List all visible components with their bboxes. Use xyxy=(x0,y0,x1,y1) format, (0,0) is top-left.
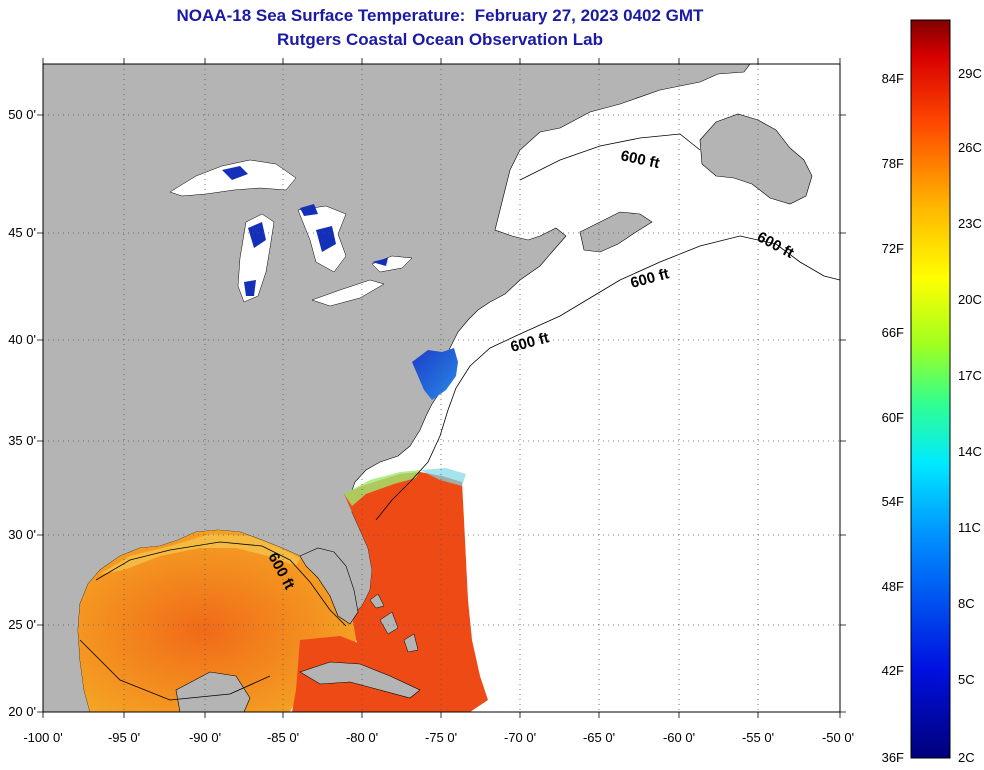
lon-tick-label: -80 0' xyxy=(346,730,378,745)
bahamas-land xyxy=(369,593,419,653)
lake-sst-patch xyxy=(300,204,318,216)
florida-land xyxy=(299,547,359,625)
lat-tick-label: 40 0' xyxy=(8,332,36,347)
gulf-of-mexico-water xyxy=(78,530,356,712)
colorbar-c-label: 5C xyxy=(958,672,975,687)
colorbar-c-label: 11C xyxy=(958,520,981,535)
lon-tick-label: -100 0' xyxy=(23,730,62,745)
map-subtitle: Rutgers Coastal Ocean Observation Lab xyxy=(277,30,603,49)
nova-scotia-land xyxy=(579,211,653,253)
lat-tick-label: 35 0' xyxy=(8,433,36,448)
colorbar-c-label: 17C xyxy=(958,368,982,383)
colorbar-f-label: 66F xyxy=(882,325,904,340)
colorbar-c-label: 8C xyxy=(958,596,975,611)
lon-tick-label: -60 0' xyxy=(663,730,695,745)
lon-tick-label: -85 0' xyxy=(267,730,299,745)
lake-erie xyxy=(311,279,385,307)
lake-sst-patch xyxy=(222,166,248,180)
lon-tick-label: -75 0' xyxy=(425,730,457,745)
lon-tick-label: -55 0' xyxy=(742,730,774,745)
colorbar-c-label: 14C xyxy=(958,444,982,459)
lon-tick-label: -65 0' xyxy=(583,730,615,745)
coastal-cool-band xyxy=(100,534,300,574)
colorbar-f-label: 84F xyxy=(882,71,904,86)
colorbar-f-label: 78F xyxy=(882,156,904,171)
colorbar-c-label: 2C xyxy=(958,750,975,765)
lat-tick-label: 25 0' xyxy=(8,617,36,632)
colorbar-f-label: 72F xyxy=(882,241,904,256)
lat-tick-label: 50 0' xyxy=(8,107,36,122)
map-title: NOAA-18 Sea Surface Temperature: Februar… xyxy=(176,6,704,25)
colorbar-c-label: 20C xyxy=(958,292,982,307)
coastal-cool-band xyxy=(344,470,420,506)
colorbar-f-label: 36F xyxy=(882,750,904,765)
lon-tick-label: -50 0' xyxy=(822,730,854,745)
lake-sst-patch xyxy=(244,280,256,296)
colorbar-f-label: 54F xyxy=(882,494,904,509)
lat-tick-label: 30 0' xyxy=(8,527,36,542)
colorbar-f-label: 42F xyxy=(882,663,904,678)
graticule xyxy=(43,64,840,712)
lake-sst-patch xyxy=(316,226,336,252)
gulf-stream-warm-water xyxy=(344,472,488,712)
yucatan-land xyxy=(175,671,251,712)
lon-tick-label: -70 0' xyxy=(504,730,536,745)
colorbar-c-label: 26C xyxy=(958,140,982,155)
cuba-land xyxy=(299,661,421,699)
colorbar-c-label: 23C xyxy=(958,216,982,231)
colorbar-c-label: 29C xyxy=(958,66,982,81)
lake-sst-patch xyxy=(248,222,266,248)
tick-marks xyxy=(37,58,846,718)
lon-tick-label: -95 0' xyxy=(108,730,140,745)
colorbar-f-label: 60F xyxy=(882,410,904,425)
temperature-colorbar xyxy=(910,19,951,759)
lon-tick-label: -90 0' xyxy=(189,730,221,745)
map-frame xyxy=(42,63,841,713)
lat-tick-label: 20 0' xyxy=(8,704,36,719)
depth-contours xyxy=(79,133,840,701)
chesapeake-bay-water xyxy=(412,348,458,400)
colorbar-f-label: 48F xyxy=(882,579,904,594)
lat-tick-label: 45 0' xyxy=(8,225,36,240)
lake-sst-patch xyxy=(372,258,388,266)
newfoundland-land xyxy=(699,113,813,205)
coastal-cool-band xyxy=(420,468,466,486)
